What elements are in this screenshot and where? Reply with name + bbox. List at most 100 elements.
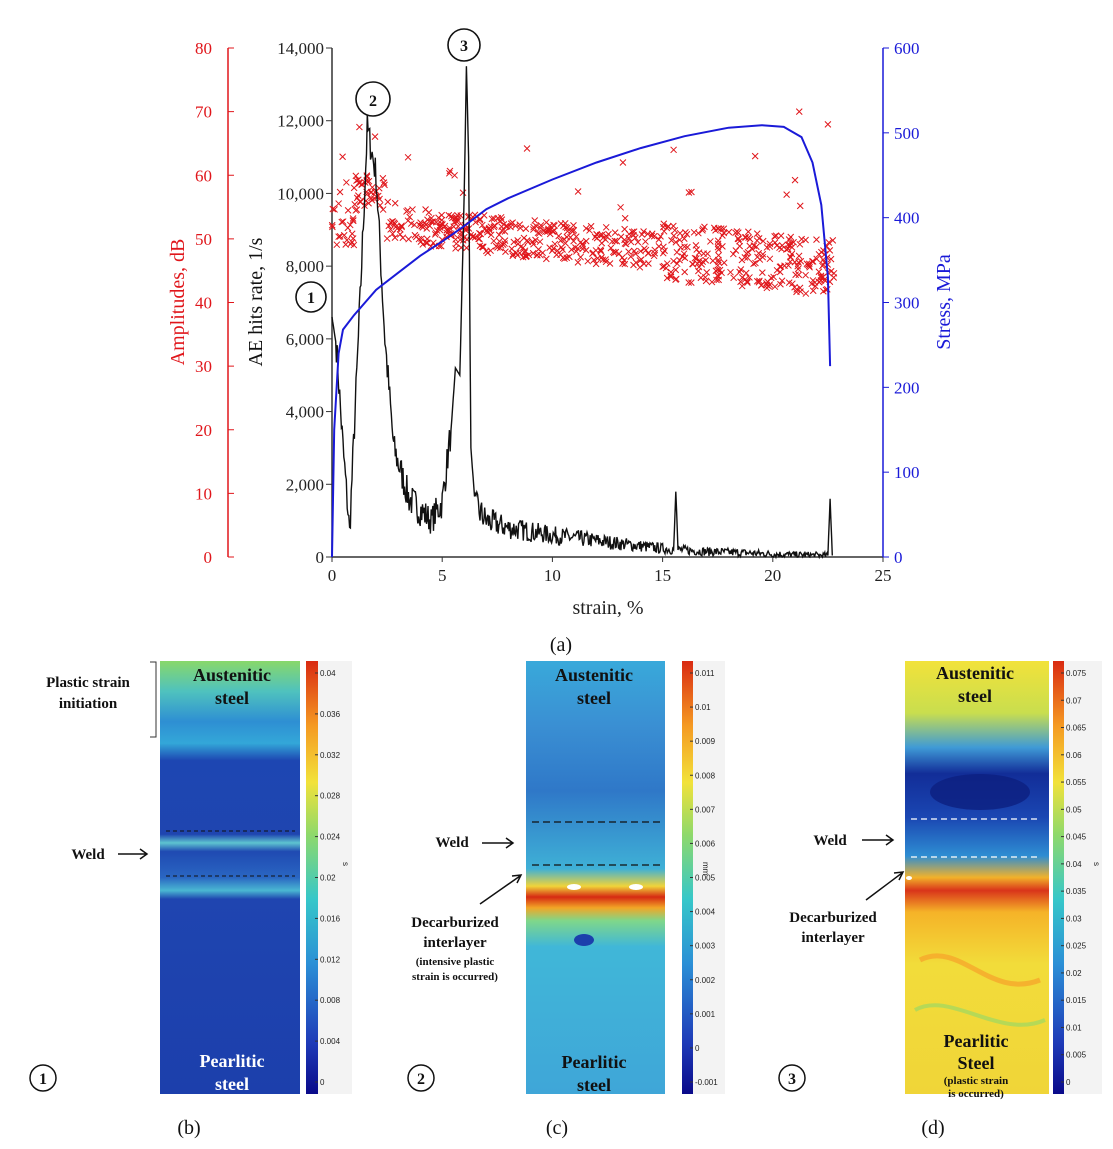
- amplitude-point: [542, 255, 550, 263]
- amplitude-point: [396, 226, 404, 233]
- amplitude-point: [336, 233, 344, 240]
- amplitude-point: [744, 279, 751, 287]
- amplitude-point: [358, 181, 366, 188]
- amplitude-point: [590, 256, 598, 264]
- amplitude-point: [490, 215, 498, 222]
- amplitude-point: [371, 133, 379, 141]
- amplitude-point: [630, 247, 638, 255]
- amplitude-point: [492, 242, 500, 250]
- amplitude-point: [383, 235, 391, 242]
- amplitude-point: [738, 274, 746, 281]
- amplitude-point: [333, 241, 341, 249]
- colorbar-tick-label: 0.004: [320, 1037, 341, 1046]
- amplitude-point: [418, 235, 425, 242]
- amplitude-point: [570, 226, 578, 234]
- amplitude-point: [380, 179, 388, 186]
- amplitude-point: [791, 176, 799, 184]
- amplitude-point: [771, 233, 778, 240]
- amplitude-point: [630, 228, 638, 235]
- amplitude-point: [557, 237, 565, 245]
- amplitude-point: [827, 255, 835, 263]
- amplitude-point: [645, 260, 652, 267]
- amplitude-point: [454, 217, 462, 225]
- amplitude-point: [351, 200, 359, 208]
- stress-tick-label: 100: [894, 463, 920, 482]
- amplitude-point: [663, 274, 671, 282]
- amplitude-point: [534, 229, 542, 237]
- amplitude-point: [602, 223, 610, 231]
- colorbar-tick-label: 0.036: [320, 710, 341, 719]
- amplitude-point: [778, 277, 786, 285]
- panel-d-top-text-2: steel: [958, 686, 992, 706]
- amplitude-point: [343, 179, 350, 186]
- amplitude-point: [496, 244, 504, 252]
- amplitude-point: [456, 236, 464, 244]
- amplitude-point: [785, 236, 793, 243]
- amplitude-point: [405, 235, 412, 243]
- amplitude-point: [750, 260, 757, 268]
- amplitude-point: [699, 227, 706, 234]
- amplitude-point: [727, 268, 734, 276]
- amplitude-point: [570, 237, 577, 245]
- amplitude-point: [388, 218, 396, 225]
- amplitude-point: [802, 271, 809, 279]
- colorbar-tick-label: 0.007: [695, 805, 716, 814]
- amplitude-point: [808, 280, 816, 288]
- amplitude-point: [668, 237, 675, 244]
- amplitude-point: [756, 256, 764, 263]
- amplitude-point: [407, 220, 415, 227]
- panel-c-top-text-2: steel: [577, 688, 611, 708]
- colorbar-tick-label: 0.011: [695, 669, 715, 678]
- amplitude-point: [825, 239, 833, 246]
- amplitude-point: [391, 199, 399, 207]
- amplitude-point: [755, 249, 763, 257]
- amplitude-point: [758, 281, 765, 289]
- panel-c-weld-label: Weld: [435, 835, 469, 851]
- amplitude-point: [568, 246, 575, 253]
- amplitude-point: [419, 241, 427, 248]
- amplitude-point: [660, 243, 667, 251]
- amplitude-point: [498, 227, 506, 234]
- caption-b: (b): [177, 1117, 200, 1139]
- x-tick-label: 0: [328, 566, 337, 585]
- amplitude-point: [715, 276, 723, 284]
- amplitude-point: [381, 181, 388, 189]
- amplitude-point: [464, 213, 472, 221]
- amplitude-point: [459, 189, 467, 197]
- colorbar-tick-label: 0.016: [320, 914, 341, 923]
- annotation-3: 3: [447, 28, 481, 62]
- panel-b-bottom-text-1: Pearlitic: [200, 1051, 265, 1071]
- amplitude-point: [546, 230, 554, 238]
- amplitude-point: [796, 240, 804, 248]
- panel-d-note-1: (plastic strain: [944, 1075, 1008, 1087]
- amplitude-point: [490, 223, 498, 231]
- amplitude-point: [795, 252, 803, 260]
- initiation-label-2: initiation: [59, 696, 118, 712]
- amplitude-point: [708, 278, 716, 286]
- amplitude-point: [786, 241, 794, 249]
- amplitude-point: [508, 245, 516, 253]
- amplitude-point: [478, 221, 486, 229]
- panel-d-unit: s: [1092, 862, 1101, 866]
- colorbar-tick-label: 0.002: [695, 976, 716, 985]
- stress-tick-label: 400: [894, 209, 920, 228]
- amplitude-point: [350, 184, 358, 192]
- amplitude-tick-label: 80: [195, 39, 212, 58]
- amplitude-point: [767, 274, 775, 282]
- amplitude-point: [463, 244, 470, 252]
- colorbar-tick-label: 0.005: [1066, 1051, 1087, 1060]
- panel-d-decarb-label-1: Decarburized: [789, 910, 877, 926]
- amplitude-point: [557, 220, 565, 228]
- amplitude-point: [611, 237, 619, 245]
- amplitude-point: [522, 252, 529, 260]
- amplitude-point: [695, 267, 702, 275]
- panel-b-unit: s: [341, 862, 350, 866]
- amplitude-point: [422, 206, 429, 213]
- amplitude-point: [736, 242, 744, 250]
- panel-c-colorbar-ticks: 0.011 0.01 0.009 0.008 0.007 0.006 0.005 0.004 0…: [690, 669, 718, 1087]
- amplitude-point: [778, 245, 785, 253]
- amplitude-point: [725, 228, 733, 236]
- panel-d: Austenitic steel Pearlitic Steel (plasti…: [778, 661, 1102, 1139]
- amplitude-point: [523, 145, 531, 152]
